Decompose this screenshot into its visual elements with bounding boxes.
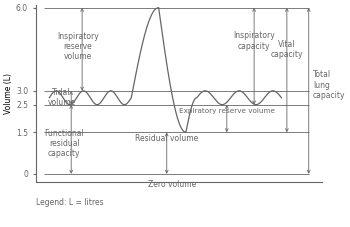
Text: Inspiratory
reserve
volume: Inspiratory reserve volume [57, 32, 99, 61]
Text: Functional
residual
capacity: Functional residual capacity [44, 128, 84, 158]
Text: Zero volume: Zero volume [148, 180, 196, 189]
Y-axis label: Volume (L): Volume (L) [4, 73, 13, 114]
Text: Tidal
volume: Tidal volume [48, 88, 76, 107]
Text: Legend: L = litres: Legend: L = litres [36, 198, 103, 207]
Text: Residual volume: Residual volume [135, 134, 198, 143]
Text: Total
lung
capacity: Total lung capacity [313, 70, 345, 100]
Text: Vital
capacity: Vital capacity [271, 39, 303, 59]
Text: Expiratory reserve volume: Expiratory reserve volume [179, 108, 275, 114]
Text: Inspiratory
capacity: Inspiratory capacity [233, 31, 275, 51]
